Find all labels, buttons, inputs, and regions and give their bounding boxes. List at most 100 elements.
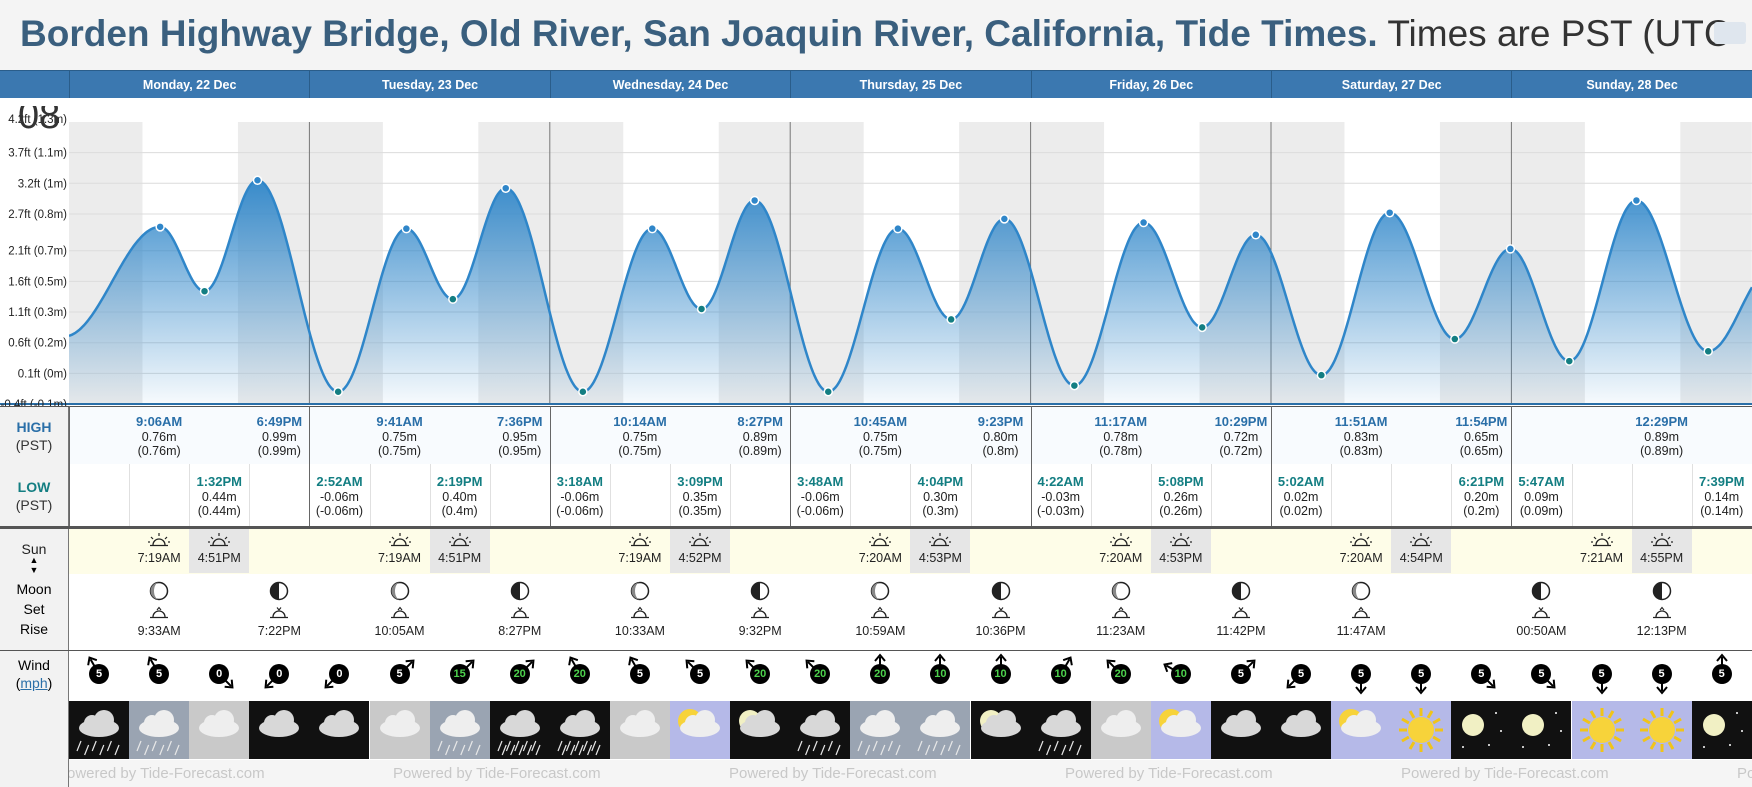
moon-cell: 12:13PM: [1632, 580, 1692, 638]
rain-icon: [850, 701, 911, 759]
wind-speed: 20: [810, 664, 831, 684]
row-separator: [0, 528, 1752, 529]
low-tide-point: [448, 294, 458, 304]
sunset-cell-bg: [1150, 529, 1211, 573]
wind-cell: 5: [1517, 652, 1565, 698]
wind-speed: 5: [389, 664, 410, 684]
high-tide-height-m: (0.65m): [1459, 444, 1503, 458]
wind-speed: 5: [690, 664, 710, 684]
high-tide-point: [155, 222, 165, 232]
wind-cell: 10: [1037, 652, 1085, 698]
heavy-rain-night-icon: [549, 701, 610, 759]
row-separator: [0, 650, 1752, 651]
footer-watermark: Powered by Tide-Forecast.com: [393, 765, 601, 782]
low-tide-height: 0.44m: [201, 489, 237, 504]
low-tide-cell: 3:09PM 0.35m (0.35m): [662, 474, 738, 519]
high-tide-height: 0.89m: [1644, 429, 1680, 444]
low-tide-cell: 5:02AM 0.02m (0.02m): [1263, 474, 1339, 519]
weather-cell: [850, 701, 911, 759]
wind-speed: 0: [269, 664, 290, 684]
sunrise-icon: [1350, 533, 1373, 547]
wind-cell: 20: [496, 652, 544, 698]
sun-toggle-icon[interactable]: ▲ ▼: [29, 555, 39, 575]
wind-speed: 10: [930, 664, 951, 684]
wind-speed: 5: [1230, 664, 1251, 684]
sunrise-icon: [628, 533, 651, 547]
wind-unit-link[interactable]: mph: [20, 675, 48, 691]
weather-cell: [129, 701, 190, 759]
high-tide-cell: 7:36PM 0.95m (0.95m): [482, 414, 558, 459]
moonset-time: 7:22PM: [257, 624, 301, 638]
partly-cloudy-moon-icon: [970, 701, 1031, 759]
moon-cell: 7:22PM: [249, 580, 309, 638]
wind-unit-close: ): [47, 675, 53, 691]
low-tide-height-m: (-0.06m): [315, 504, 364, 518]
moonset-time: 8:27PM: [498, 624, 542, 638]
column-line: [369, 464, 371, 526]
low-tide-height-m: (0.3m): [922, 504, 959, 518]
wind-cell: 5: [616, 652, 664, 698]
sun-icon: [1391, 701, 1452, 759]
wind-speed: 5: [149, 664, 170, 684]
day-header-0: Monday, 22 Dec: [69, 71, 309, 99]
moonrise-time: 10:05AM: [374, 624, 425, 638]
low-tide-time: 5:02AM: [1277, 474, 1325, 489]
wind-cell: 5: [1277, 652, 1325, 698]
row-labels: HIGH (PST) LOW (PST) Sun ▲ ▼ Moon Set Ris…: [0, 406, 69, 787]
first-quarter-icon: [1231, 581, 1251, 601]
sun-cell: 4:54PM: [1391, 532, 1451, 565]
sunset-time: 4:51PM: [438, 551, 482, 565]
partly-cloudy-moon-icon: [730, 701, 791, 759]
sun-cell: 7:19AM: [610, 532, 670, 565]
rain-night-icon: [69, 701, 129, 759]
moonrise-icon: [390, 606, 409, 619]
low-tide-point: [1316, 370, 1327, 380]
partly-cloudy-sun-icon: [1150, 701, 1211, 759]
high-tide-height: 0.65m: [1463, 429, 1499, 444]
waxing-crescent-icon: [149, 581, 169, 601]
low-tide-point: [199, 286, 210, 296]
day-header-1: Tuesday, 23 Dec: [309, 71, 549, 99]
tide-area: [69, 180, 1752, 404]
sunrise-icon: [1109, 533, 1132, 547]
cloudy-icon: [609, 701, 670, 759]
sun-cell: 4:53PM: [1151, 532, 1211, 565]
wind-label: Wind: [18, 657, 50, 673]
wind-cell: 5: [1457, 652, 1505, 698]
low-tide-point: [823, 386, 834, 397]
low-tide-height: -0.06m: [319, 489, 359, 504]
weather-cell: [1631, 701, 1692, 759]
high-tide-height-m: (0.99m): [257, 444, 301, 458]
high-tide-height-m: (0.89m): [738, 444, 782, 458]
moonset-icon: [751, 607, 770, 619]
waxing-crescent-icon: [1111, 581, 1130, 601]
low-tide-point: [578, 386, 588, 397]
moon-row-bg: [69, 574, 1752, 650]
weather-cell: [1030, 701, 1091, 759]
low-tide-height-m: (0.26m): [1159, 504, 1203, 518]
sun-label: Sun: [21, 541, 47, 557]
low-tide-height-m: (0.4m): [441, 504, 478, 518]
wind-cell: 5: [1337, 652, 1385, 698]
wind-unit: (mph): [0, 674, 68, 692]
wind-cell: 15: [436, 652, 484, 698]
high-tide-height: 0.72m: [1223, 429, 1259, 444]
y-tick-label: 1.1ft (0.3m): [8, 307, 67, 319]
low-tide-height: 0.40m: [442, 489, 478, 504]
low-tide-cell: 4:22AM -0.03m (-0.03m): [1023, 474, 1099, 519]
title-bar: Borden Highway Bridge, Old River, San Jo…: [0, 0, 1752, 70]
wind-speed: 5: [1351, 664, 1372, 684]
high-tide-height: 0.75m: [382, 429, 417, 444]
low-tide-time: 5:08PM: [1158, 474, 1204, 489]
high-tide-time: 11:51AM: [1334, 414, 1388, 429]
rain-night-icon: [1030, 701, 1091, 759]
high-tide-height-m: (0.83m): [1339, 444, 1383, 458]
column-line: [1090, 464, 1092, 526]
sunset-time: 4:52PM: [678, 551, 722, 565]
moonset-icon: [991, 607, 1010, 619]
column-line: [670, 464, 671, 526]
tide-forecast-logo-icon[interactable]: [1714, 22, 1746, 44]
column-line: [609, 464, 611, 526]
weather-cell: [970, 701, 1031, 759]
moon-cell: 10:36PM: [971, 580, 1031, 638]
